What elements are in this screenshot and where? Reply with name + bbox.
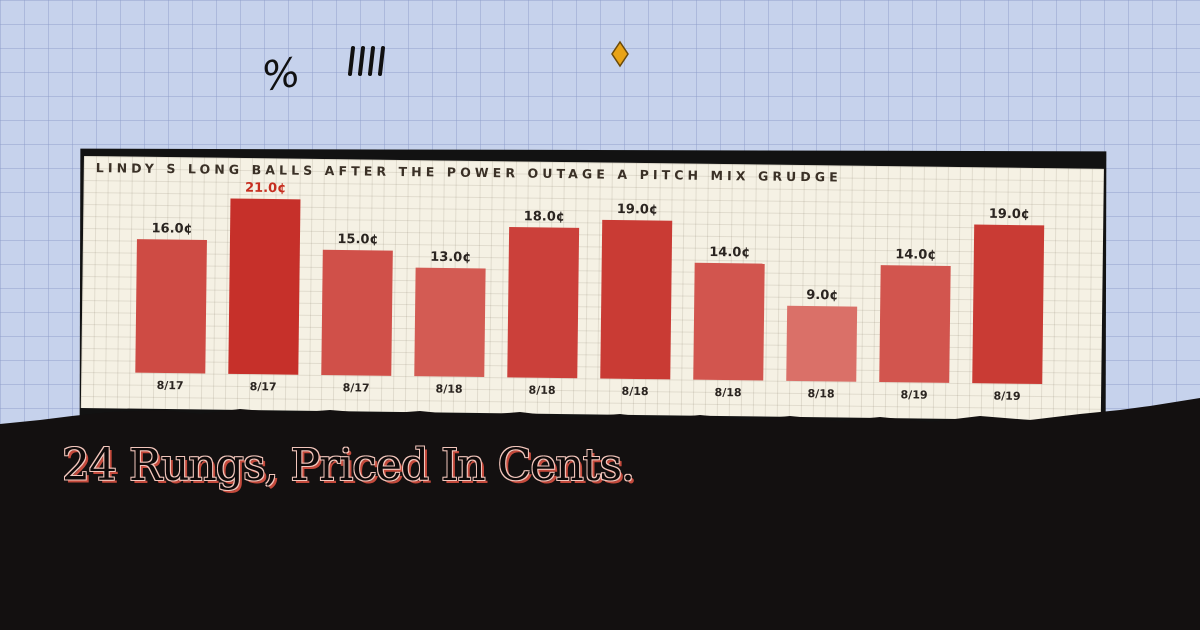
bar-7 <box>693 262 765 381</box>
value-label-8: 9.0¢ <box>806 288 838 303</box>
value-label-3: 15.0¢ <box>337 232 378 248</box>
value-label-9: 14.0¢ <box>895 247 936 263</box>
bar-8 <box>786 305 858 382</box>
category-label-5: 8/18 <box>529 384 556 397</box>
diamond-icon <box>609 40 631 73</box>
value-label-2: 21.0¢ <box>245 181 286 197</box>
bar-5 <box>507 227 580 379</box>
value-label-1: 16.0¢ <box>151 221 192 237</box>
bar-2 <box>228 198 301 375</box>
category-label-8: 8/18 <box>807 387 834 400</box>
value-label-10: 19.0¢ <box>989 207 1030 223</box>
value-label-6: 19.0¢ <box>617 202 658 218</box>
tagline: 24 Rungs, Priced In Cents. <box>62 440 635 491</box>
category-label-9: 8/19 <box>900 388 927 401</box>
value-label-7: 14.0¢ <box>709 245 750 261</box>
category-label-2: 8/17 <box>250 380 277 393</box>
bar-1 <box>135 239 207 374</box>
category-label-1: 8/17 <box>157 379 184 392</box>
value-label-5: 18.0¢ <box>524 209 565 225</box>
category-label-6: 8/18 <box>622 385 649 398</box>
chart-card: LINDY S LONG BALLS AFTER THE POWER OUTAG… <box>80 156 1104 421</box>
value-label-4: 13.0¢ <box>430 250 471 266</box>
category-label-3: 8/17 <box>343 381 370 394</box>
category-label-4: 8/18 <box>436 382 463 395</box>
bar-chart: 16.0¢ 8/17 21.0¢ 8/17 15.0¢ 8/17 13.0¢ 8/18 18.0… <box>135 181 1045 403</box>
tally-marks-icon <box>346 44 388 83</box>
bar-10 <box>972 224 1045 385</box>
bar-9 <box>879 265 951 383</box>
bar-4 <box>414 267 486 378</box>
bar-6 <box>600 219 673 380</box>
bar-3 <box>321 249 393 376</box>
category-label-10: 8/19 <box>993 389 1020 402</box>
category-label-7: 8/18 <box>715 386 742 399</box>
